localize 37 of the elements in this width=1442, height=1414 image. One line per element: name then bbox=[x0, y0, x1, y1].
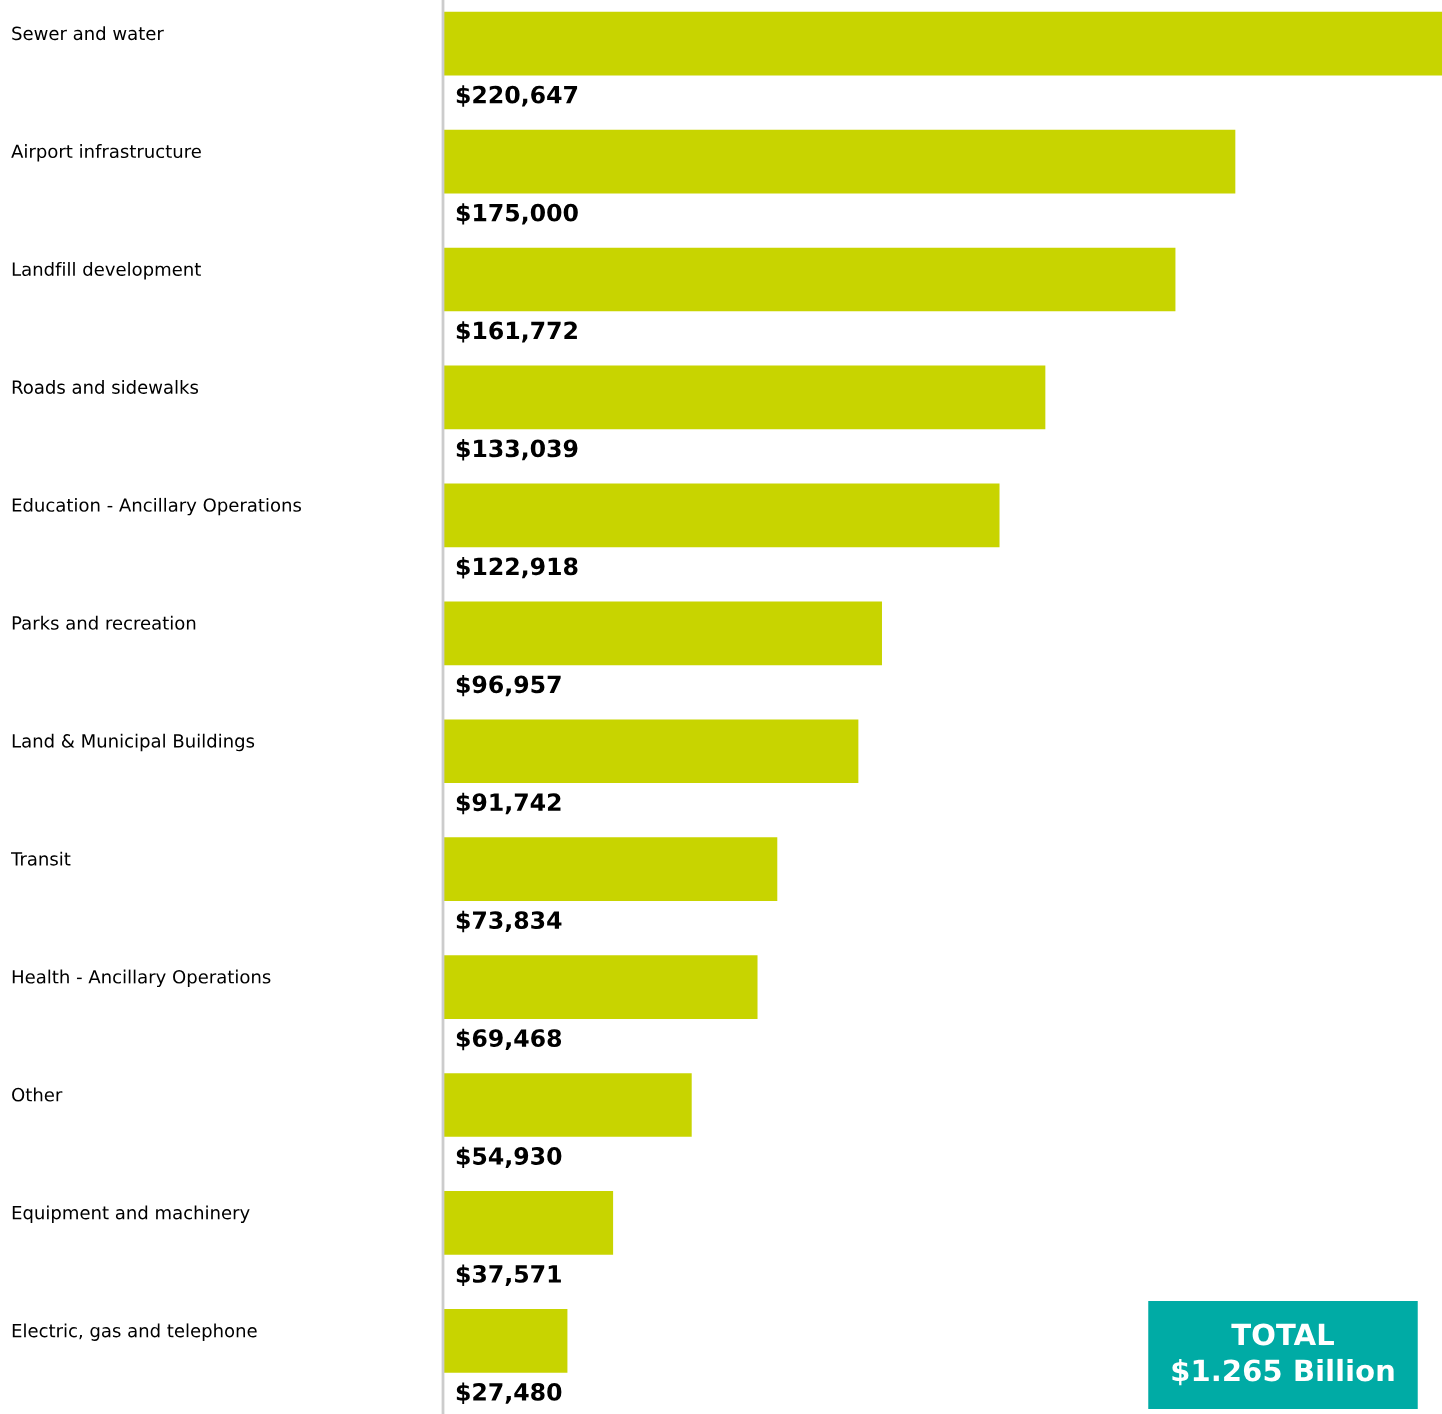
bar bbox=[443, 129, 1236, 194]
bar bbox=[443, 719, 859, 784]
data-label: $175,000 bbox=[456, 203, 578, 225]
data-label: $96,957 bbox=[456, 674, 561, 697]
data-label: $37,571 bbox=[456, 1264, 561, 1287]
data-label: $161,772 bbox=[456, 321, 577, 343]
data-label: $133,039 bbox=[456, 439, 578, 461]
y-tick-label: Electric, gas and telephone bbox=[12, 1323, 257, 1341]
bar bbox=[443, 1191, 614, 1255]
y-tick-label: Education - Ancillary Operations bbox=[12, 497, 301, 516]
bar bbox=[443, 955, 758, 1019]
y-tick-label: Land & Municipal Buildings bbox=[12, 733, 255, 752]
y-tick-label: Health - Ancillary Operations bbox=[12, 969, 271, 988]
bar bbox=[443, 1309, 568, 1373]
y-tick-label: Parks and recreation bbox=[12, 615, 196, 630]
data-label: $69,468 bbox=[456, 1028, 562, 1051]
annotation: TOTAL $1.265 Billion bbox=[1172, 1323, 1394, 1386]
y-tick-label: Sewer and water bbox=[12, 26, 164, 41]
bar bbox=[443, 601, 882, 666]
bar bbox=[443, 483, 1000, 548]
data-label: $27,480 bbox=[456, 1382, 562, 1404]
bar bbox=[443, 365, 1046, 430]
bar bbox=[443, 247, 1176, 312]
data-label: $122,918 bbox=[456, 557, 578, 579]
y-tick-label: Landfill development bbox=[12, 262, 201, 280]
data-label: $73,834 bbox=[456, 910, 562, 933]
y-tick-label: Airport infrastructure bbox=[11, 144, 201, 162]
y-tick-label: Transit bbox=[11, 851, 71, 866]
y-tick-label: Other bbox=[12, 1087, 63, 1102]
data-label: $91,742 bbox=[456, 792, 561, 815]
data-label: $220,647 bbox=[456, 85, 578, 107]
y-tick-label: Equipment and machinery bbox=[12, 1205, 250, 1223]
data-label: $54,930 bbox=[456, 1146, 562, 1169]
y-tick-label: Roads and sidewalks bbox=[12, 379, 199, 394]
bar bbox=[443, 11, 1442, 76]
bar bbox=[443, 837, 778, 901]
bar bbox=[443, 1073, 692, 1137]
